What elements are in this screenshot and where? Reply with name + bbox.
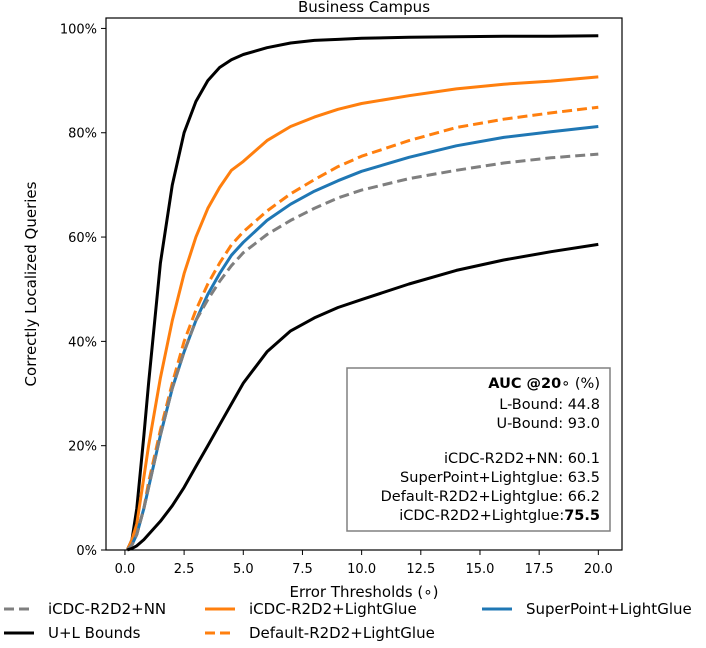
auc-box-frame: [346, 367, 611, 532]
auc-annotation-box: AUC @20∘ (%) L-Bound: 44.8 U-Bound: 93.0 iC…: [346, 367, 611, 532]
x-tick-label: 17.5: [525, 562, 554, 577]
auc-title: AUC @20∘ (%): [488, 376, 600, 392]
auc-line-default-r2d2-lightglue: Default-R2D2+Lightglue: 66.2: [381, 489, 600, 505]
x-tick-label: 20.0: [584, 562, 613, 577]
legend-label-superpoint-lightglue: SuperPoint+LightGlue: [526, 600, 692, 618]
y-tick-label: 0%: [76, 544, 97, 559]
y-tick-label: 100%: [60, 22, 97, 37]
series-layer: [125, 34, 599, 552]
auc-line-l-bound: L-Bound: 44.8: [499, 397, 600, 413]
legend: iCDC-R2D2+NN iCDC-R2D2+LightGlue SuperPoin…: [4, 600, 692, 642]
auc-line-icdc-r2d2-lightglue: iCDC-R2D2+Lightglue:75.5: [399, 508, 600, 524]
legend-label-default-r2d2-lightglue: Default-R2D2+LightGlue: [249, 624, 435, 642]
series-line-icdc-r2d2-lightglue: [125, 75, 599, 551]
plot-frame: [105, 17, 623, 551]
auc-line-superpoint-lightglue: SuperPoint+Lightglue: 63.5: [400, 470, 600, 486]
x-tick-label: 15.0: [466, 562, 495, 577]
legend-label-icdc-r2d2-lightglue: iCDC-R2D2+LightGlue: [249, 600, 417, 618]
auc-line-icdc-r2d2-nn: iCDC-R2D2+NN: 60.1: [444, 451, 600, 467]
y-tick-label: 20%: [68, 440, 97, 455]
x-tick-label: 5.0: [233, 562, 254, 577]
series-line-superpoint-lightglue: [126, 125, 599, 552]
x-axis-title: Error Thresholds (∘): [290, 583, 439, 601]
y-tick-label: 60%: [68, 231, 97, 246]
series-line-l-bound: [126, 242, 599, 552]
legend-label-icdc-r2d2-nn: iCDC-R2D2+NN: [48, 600, 166, 618]
chart-title: Business Campus: [298, 0, 430, 16]
auc-line-u-bound: U-Bound: 93.0: [496, 416, 600, 432]
x-tick-label: 10.0: [347, 562, 376, 577]
series-line-u-bound: [125, 34, 599, 551]
series-line-icdc-r2d2-nn: [126, 152, 599, 552]
y-tick-label: 80%: [68, 127, 97, 142]
x-tick-label: 0.0: [115, 562, 136, 577]
y-axis-title: Correctly Localized Queries: [22, 181, 40, 386]
legend-label-u-l-bounds: U+L Bounds: [48, 624, 141, 642]
ticks-layer: 0.0 2.5 5.0 7.5 10.0 12.5 15.0 17.5 20.0 0% 20% 40%…: [60, 22, 613, 577]
x-tick-label: 7.5: [292, 562, 313, 577]
x-tick-label: 12.5: [406, 562, 435, 577]
y-tick-label: 40%: [68, 335, 97, 350]
x-tick-label: 2.5: [174, 562, 195, 577]
